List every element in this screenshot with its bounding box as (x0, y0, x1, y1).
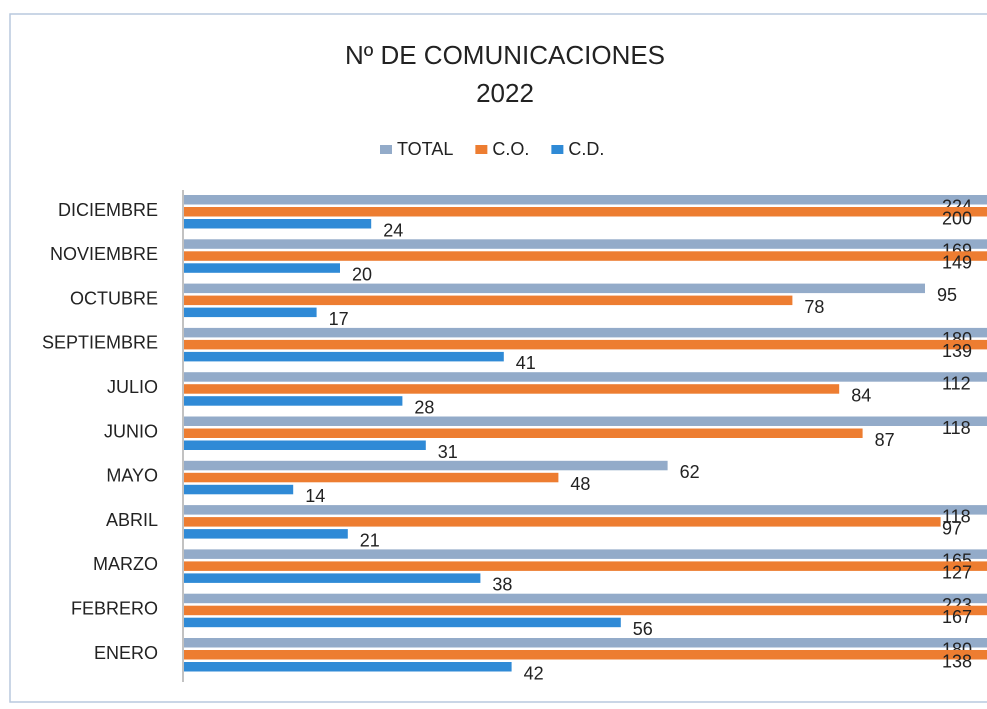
bar (184, 605, 987, 616)
bar (184, 295, 793, 306)
bar (184, 307, 317, 318)
data-label: 149 (942, 253, 972, 273)
bar (184, 396, 403, 406)
legend-label: TOTAL (397, 139, 453, 159)
chart-title: Nº DE COMUNICACIONES (345, 40, 665, 70)
data-label: 97 (942, 518, 962, 538)
y-tick-label: NOVIEMBRE (50, 244, 158, 264)
bar (184, 251, 987, 261)
bar (184, 460, 668, 471)
legend-label: C.D. (568, 139, 604, 159)
data-label: 112 (942, 373, 971, 393)
data-label: 56 (633, 619, 653, 639)
data-label: 21 (360, 530, 380, 550)
bar (184, 263, 340, 273)
data-label: 17 (329, 309, 349, 329)
y-tick-label: ABRIL (106, 510, 158, 530)
data-label: 138 (942, 651, 972, 671)
bar (184, 573, 481, 583)
bar (184, 327, 987, 338)
bar (184, 662, 512, 672)
legend-swatch (380, 145, 392, 154)
data-label: 42 (524, 663, 544, 683)
data-label: 62 (680, 462, 700, 482)
bar (184, 593, 987, 604)
bar (184, 428, 863, 438)
y-tick-label: MAYO (106, 466, 158, 486)
legend-label: C.O. (492, 139, 529, 159)
data-label: 41 (516, 353, 536, 373)
bar (184, 472, 559, 483)
data-label: 31 (438, 442, 458, 462)
data-label: 48 (570, 474, 590, 494)
bar (184, 617, 621, 628)
bar (184, 650, 987, 660)
bar (184, 219, 372, 229)
y-tick-label: ENERO (94, 643, 158, 663)
bar (184, 549, 987, 559)
legend-swatch (551, 145, 564, 154)
bar (184, 339, 987, 350)
bar (184, 283, 925, 294)
y-tick-label: JUNIO (104, 421, 158, 441)
y-tick-label: FEBRERO (71, 598, 158, 618)
bar (184, 207, 987, 217)
data-label: 167 (942, 607, 972, 627)
bar (184, 416, 987, 426)
data-label: 95 (937, 285, 957, 305)
data-label: 118 (942, 506, 971, 526)
data-label: 28 (414, 397, 434, 417)
bar (184, 529, 348, 539)
bar (184, 351, 504, 362)
data-label: 20 (352, 265, 372, 285)
data-label: 24 (383, 220, 403, 240)
y-tick-label: JULIO (107, 377, 158, 397)
bar (184, 239, 987, 249)
data-label: 14 (305, 486, 325, 506)
bar (184, 384, 840, 394)
data-label: 84 (851, 385, 871, 405)
data-label: 200 (942, 208, 972, 228)
legend-swatch (475, 145, 488, 154)
bar (184, 440, 426, 450)
data-label: 38 (492, 575, 512, 595)
bar (184, 638, 987, 648)
chart-subtitle: 2022 (476, 78, 534, 108)
data-label: 139 (942, 341, 972, 361)
bar (184, 517, 941, 527)
y-tick-label: DICIEMBRE (58, 200, 158, 220)
data-label: 87 (875, 430, 895, 450)
bar (184, 195, 987, 205)
bar (184, 561, 987, 571)
bar (184, 372, 987, 382)
data-label: 118 (942, 418, 971, 438)
data-label: 78 (804, 297, 824, 317)
y-tick-label: MARZO (93, 554, 158, 574)
y-tick-label: SEPTIEMBRE (42, 333, 158, 353)
data-label: 127 (942, 563, 972, 583)
bar (184, 484, 294, 495)
bar (184, 505, 987, 515)
y-tick-label: OCTUBRE (70, 288, 158, 308)
